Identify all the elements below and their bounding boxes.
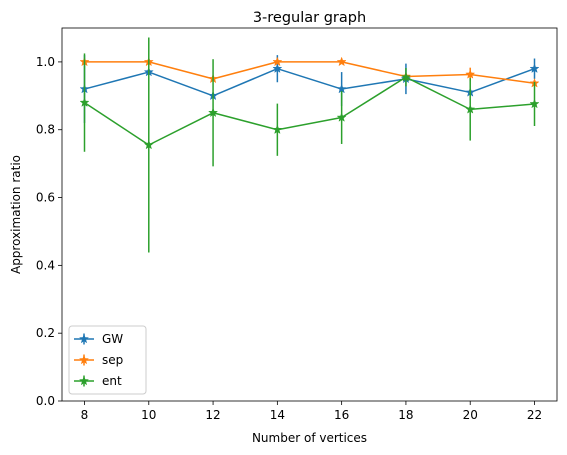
legend-item-sep: sep <box>74 353 123 367</box>
data-point-star <box>272 56 283 67</box>
chart-title: 3-regular graph <box>253 10 366 26</box>
legend-marker-star <box>78 375 90 386</box>
series-ent <box>79 37 540 253</box>
y-tick-label: 0.6 <box>36 191 55 205</box>
data-point-star <box>272 63 283 74</box>
x-tick-label: 10 <box>141 408 156 422</box>
data-point-star <box>208 107 219 118</box>
x-tick-label: 22 <box>527 408 542 422</box>
y-axis-title: Approximation ratio <box>9 155 23 274</box>
data-point-star <box>529 63 540 73</box>
y-tick-label: 1.0 <box>36 55 55 69</box>
data-point-star <box>336 83 347 94</box>
legend-item-ent: ent <box>74 374 122 388</box>
data-point-star <box>143 139 154 150</box>
legend-label: GW <box>102 332 123 346</box>
y-tick-label: 0.4 <box>36 258 55 272</box>
y-tick-label: 0.0 <box>36 394 55 408</box>
series-line <box>84 76 535 146</box>
legend-box <box>68 325 147 395</box>
x-tick-label: 8 <box>81 408 89 422</box>
data-point-star <box>465 104 476 114</box>
x-tick-label: 16 <box>334 408 349 422</box>
legend-item-gw: GW <box>74 332 123 346</box>
legend: GW sep ent <box>68 325 147 395</box>
data-point-star <box>465 69 476 79</box>
legend-marker-star <box>78 354 90 365</box>
data-point-star <box>529 98 540 109</box>
x-tick-label: 12 <box>205 408 220 422</box>
legend-marker-star <box>78 333 90 344</box>
series-line <box>84 67 535 97</box>
x-axis: 8 10 12 14 16 18 20 22 <box>81 401 542 422</box>
y-axis: 0.0 0.2 0.4 0.6 0.8 1.0 <box>36 55 62 408</box>
data-point-star <box>272 124 283 135</box>
data-point-star <box>336 112 347 122</box>
series-line <box>84 61 535 85</box>
data-point-star <box>336 56 347 67</box>
series-marks <box>79 37 540 253</box>
x-tick-label: 14 <box>270 408 285 422</box>
legend-label: sep <box>102 353 123 367</box>
x-tick-label: 20 <box>463 408 478 422</box>
y-tick-label: 0.2 <box>36 326 55 340</box>
data-point-star <box>79 97 90 107</box>
x-axis-title: Number of vertices <box>252 431 367 445</box>
x-tick-label: 18 <box>398 408 413 422</box>
data-point-star <box>400 71 411 82</box>
legend-label: ent <box>102 374 122 388</box>
y-tick-label: 0.8 <box>36 123 55 137</box>
